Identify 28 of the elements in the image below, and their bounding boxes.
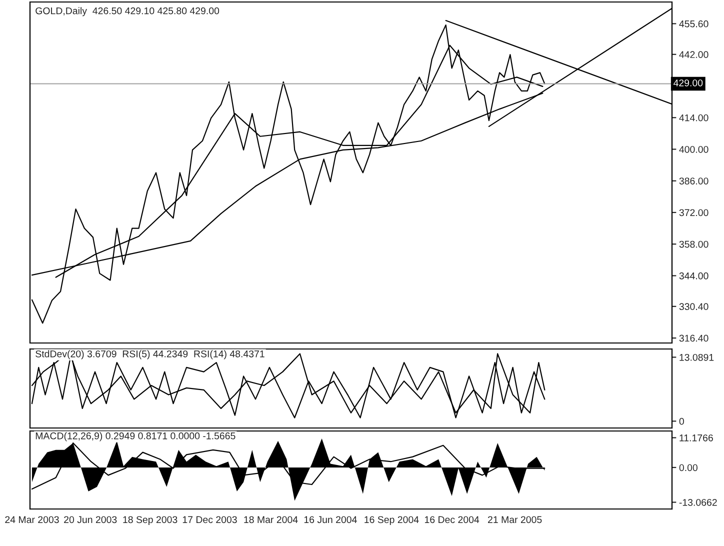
y-tick-label: 0 [679, 418, 684, 425]
chart-title: GOLD,Daily 426.50 429.10 425.80 429.00 [36, 7, 220, 16]
x-tick-label: 16 Sep 2004 [364, 516, 419, 526]
y-tick-label: 400.00 [679, 146, 708, 153]
x-tick-label: 16 Dec 2004 [424, 516, 480, 524]
y-tick-label: 316.40 [679, 334, 708, 342]
y-tick-label: 330.40 [679, 303, 708, 310]
x-tick-label: 18 Mar 2004 [244, 516, 298, 524]
x-tick-label: 20 Jun 2003 [64, 516, 117, 524]
x-tick-label: 24 Mar 2003 [5, 516, 59, 524]
y-tick-label: 13.0891 [680, 354, 714, 361]
y-tick-label: 386.00 [679, 178, 708, 184]
chart-title: StdDev(20) 3.6709 RSI(5) 44.2349 RSI(14) 48.4371 [36, 350, 264, 360]
y-tick-label: 11.1766 [680, 434, 713, 442]
y-tick-label: 455.60 [679, 20, 708, 28]
y-tick-label: 414.00 [679, 114, 708, 122]
y-tick-label: 372.00 [679, 209, 708, 216]
x-tick-label: 18 Sep 2003 [123, 516, 178, 526]
x-tick-label: 17 Dec 2003 [182, 516, 237, 524]
y-tick-label: 344.00 [679, 272, 708, 280]
y-tick-label: 0.00 [679, 464, 698, 472]
chart-title: MACD(12,26,9) 0.2949 0.8171 0.0000 -1.5665 [36, 432, 236, 442]
y-tick-label: 358.00 [679, 240, 708, 248]
y-tick-label: 442.00 [679, 51, 708, 58]
x-tick-label: 21 Mar 2005 [488, 516, 542, 524]
y-tick-label: -13.0662 [679, 498, 717, 506]
ref-line-label: 429.00 [674, 79, 703, 86]
x-tick-label: 16 Jun 2004 [304, 516, 357, 524]
